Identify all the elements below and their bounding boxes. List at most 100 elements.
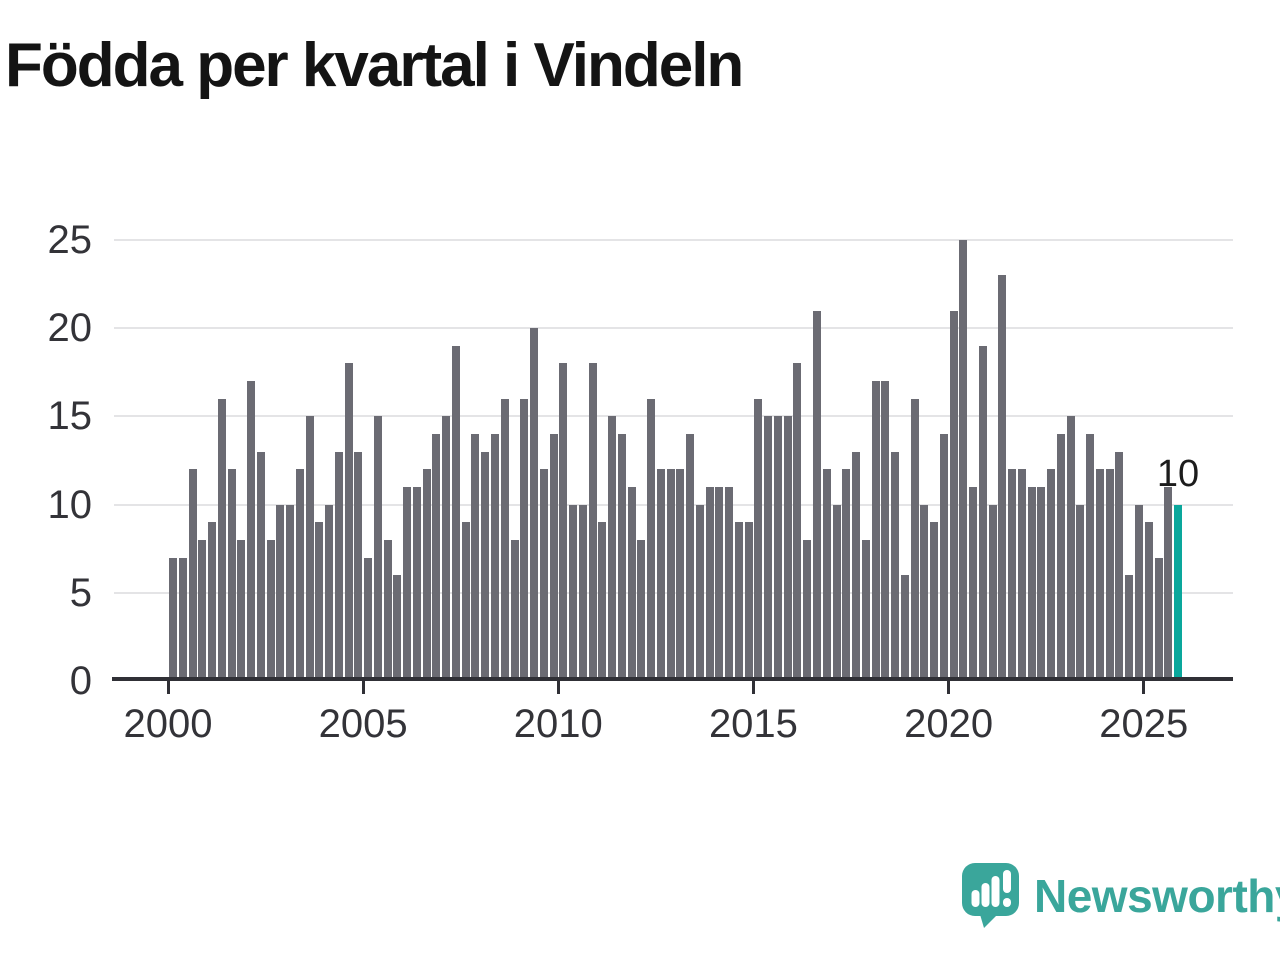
x-axis-tick-label: 2025 <box>1099 702 1189 746</box>
bar <box>1086 434 1094 679</box>
bar <box>901 575 909 679</box>
y-axis-tick-label: 10 <box>47 482 93 527</box>
y-axis-tick-label: 20 <box>47 306 93 351</box>
bar <box>813 311 821 679</box>
bar <box>335 452 343 679</box>
bar <box>608 416 616 679</box>
bar <box>354 452 362 679</box>
x-axis-line <box>112 677 1233 681</box>
bar <box>852 452 860 679</box>
bar <box>481 452 489 679</box>
bar <box>979 346 987 679</box>
bar <box>403 487 411 679</box>
bar <box>842 469 850 679</box>
bar <box>930 522 938 679</box>
bar <box>384 540 392 679</box>
x-axis-tick-label: 2010 <box>513 702 603 746</box>
gridline <box>114 327 1233 330</box>
bar <box>530 328 538 679</box>
last-value-label: 10 <box>1156 453 1200 495</box>
bar <box>959 240 967 679</box>
bar <box>550 434 558 679</box>
bar <box>286 505 294 679</box>
bar <box>754 399 762 679</box>
bar <box>579 505 587 679</box>
bar <box>793 363 801 679</box>
x-axis-tick-label: 2015 <box>708 702 798 746</box>
bar <box>501 399 509 679</box>
bar <box>1115 452 1123 679</box>
bar <box>1067 416 1075 679</box>
y-axis-tick-label: 25 <box>47 218 93 262</box>
newsworthy-logo: Newsworthy <box>962 863 1280 929</box>
bar <box>696 505 704 679</box>
bar <box>1106 469 1114 679</box>
bar <box>725 487 733 679</box>
gridline <box>114 415 1233 418</box>
bar <box>432 434 440 679</box>
bar <box>471 434 479 679</box>
bar <box>559 363 567 679</box>
bar <box>589 363 597 679</box>
y-axis-tick-label: 5 <box>69 570 92 615</box>
bar <box>325 505 333 679</box>
x-axis-tick <box>751 681 755 694</box>
bar <box>618 434 626 679</box>
bar <box>803 540 811 679</box>
bar <box>872 381 880 679</box>
y-axis-tick-label: 15 <box>47 394 93 439</box>
bar <box>891 452 899 679</box>
bar <box>784 416 792 679</box>
bar <box>374 416 382 679</box>
bar <box>940 434 948 679</box>
bar <box>998 275 1006 679</box>
bar <box>1076 505 1084 679</box>
bar <box>969 487 977 679</box>
bar <box>179 558 187 679</box>
bar <box>569 505 577 679</box>
bar <box>1047 469 1055 679</box>
bar <box>823 469 831 679</box>
bar <box>628 487 636 679</box>
bar <box>637 540 645 679</box>
bar <box>452 346 460 679</box>
bar <box>1135 505 1143 679</box>
bar <box>881 381 889 679</box>
x-axis-tick <box>361 681 365 694</box>
bar <box>364 558 372 679</box>
bar <box>1057 434 1065 679</box>
bar <box>1008 469 1016 679</box>
bar <box>657 469 665 679</box>
bar <box>413 487 421 679</box>
bar <box>462 522 470 679</box>
highlighted-bar <box>1174 505 1182 679</box>
bar <box>647 399 655 679</box>
bar <box>950 311 958 679</box>
newsworthy-logo-text: Newsworthy <box>1034 870 1280 922</box>
bar <box>218 399 226 679</box>
bar <box>1145 522 1153 679</box>
newsworthy-bars-icon <box>962 863 1019 928</box>
bar <box>237 540 245 679</box>
gridline <box>114 239 1233 241</box>
bar <box>911 399 919 679</box>
bar <box>706 487 714 679</box>
bar <box>1028 487 1036 679</box>
bar <box>393 575 401 679</box>
x-axis-tick <box>166 681 170 694</box>
bar <box>306 416 314 679</box>
bar <box>1018 469 1026 679</box>
x-axis-tick <box>556 681 560 694</box>
bar <box>169 558 177 679</box>
bar <box>267 540 275 679</box>
bar <box>920 505 928 679</box>
bar <box>345 363 353 679</box>
bar <box>189 469 197 679</box>
bar <box>491 434 499 679</box>
bar <box>1037 487 1045 679</box>
bar <box>296 469 304 679</box>
bar <box>540 469 548 679</box>
chart-title: Födda per kvartal i Vindeln <box>5 31 744 100</box>
bar <box>774 416 782 679</box>
